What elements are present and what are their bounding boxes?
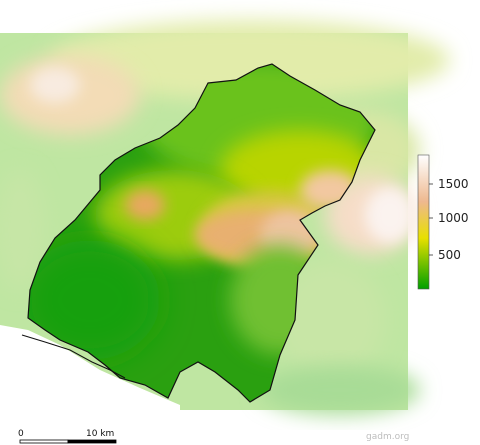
- legend-label-500: 500: [438, 248, 461, 262]
- watermark: gadm.org: [366, 432, 409, 442]
- legend-label-1500: 1500: [438, 177, 469, 191]
- region-boundary: [27, 63, 376, 403]
- legend: 1500 1000 500: [417, 154, 469, 290]
- scale-label-end: 10 km: [86, 429, 114, 439]
- scale-label-start: 0: [18, 429, 24, 439]
- legend-color-bar: [417, 154, 430, 290]
- coastline: [21, 334, 126, 379]
- scale-bar: 0 10 km: [18, 429, 117, 444]
- legend-label-1000: 1000: [438, 211, 469, 225]
